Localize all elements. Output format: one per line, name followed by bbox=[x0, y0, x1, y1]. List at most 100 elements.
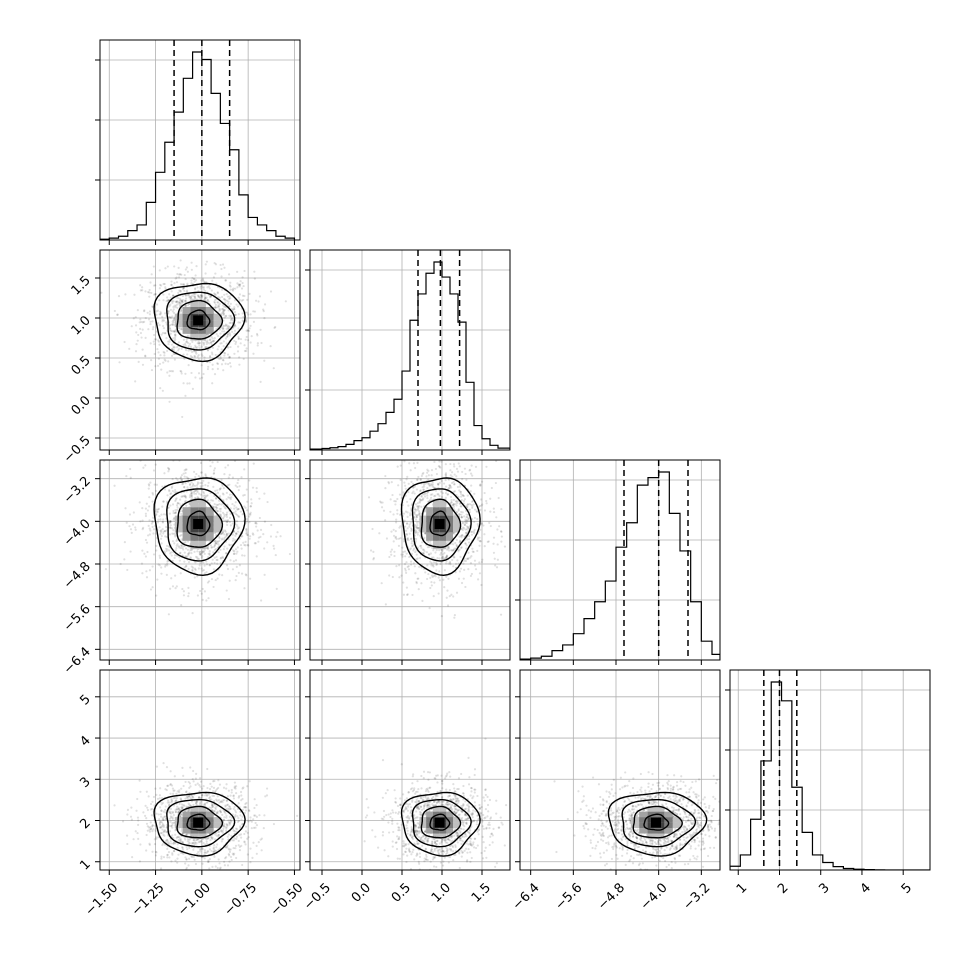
sample-point bbox=[164, 563, 167, 567]
sample-point bbox=[170, 370, 173, 373]
sample-point bbox=[206, 339, 209, 342]
sample-point bbox=[216, 503, 220, 507]
sample-point bbox=[163, 529, 167, 533]
sample-point bbox=[149, 827, 152, 830]
sample-point bbox=[226, 547, 229, 550]
sample-point bbox=[136, 831, 139, 835]
sample-point bbox=[154, 284, 157, 287]
histogram-panel-0 bbox=[95, 39, 301, 245]
sample-point bbox=[414, 525, 417, 528]
sample-point bbox=[199, 850, 202, 853]
sample-point bbox=[181, 495, 184, 498]
sample-point bbox=[182, 545, 185, 548]
sample-point bbox=[401, 555, 404, 558]
sample-point bbox=[226, 824, 229, 827]
density-bin bbox=[432, 507, 440, 516]
sample-point bbox=[417, 527, 420, 530]
sample-point bbox=[466, 503, 469, 506]
sample-point bbox=[221, 531, 225, 534]
sample-point bbox=[243, 543, 246, 547]
sample-point bbox=[195, 838, 198, 842]
sample-point bbox=[179, 309, 182, 313]
sample-point bbox=[183, 566, 186, 569]
sample-point bbox=[416, 513, 419, 517]
sample-point bbox=[203, 572, 206, 575]
sample-point bbox=[226, 534, 229, 537]
sample-point bbox=[206, 581, 210, 584]
sample-point bbox=[415, 582, 418, 585]
sample-point bbox=[207, 850, 210, 853]
sample-point bbox=[213, 810, 216, 813]
sample-point bbox=[237, 839, 240, 843]
sample-point bbox=[200, 294, 203, 297]
sample-point bbox=[205, 560, 208, 563]
sample-point bbox=[201, 793, 204, 796]
sample-point bbox=[188, 296, 191, 299]
density-bin bbox=[190, 333, 199, 341]
sample-point bbox=[442, 553, 445, 556]
sample-point bbox=[450, 501, 453, 504]
sample-point bbox=[407, 491, 410, 494]
sample-point bbox=[196, 294, 199, 297]
sample-point bbox=[149, 281, 152, 284]
sample-point bbox=[253, 814, 256, 817]
sample-point bbox=[180, 604, 183, 607]
sample-point bbox=[179, 840, 182, 844]
sample-point bbox=[125, 474, 128, 478]
sample-point bbox=[160, 542, 163, 545]
sample-point bbox=[272, 367, 275, 370]
sample-point bbox=[248, 329, 251, 333]
sample-point bbox=[222, 827, 225, 830]
sample-point bbox=[207, 415, 209, 417]
sample-point bbox=[189, 296, 192, 299]
sample-point bbox=[190, 842, 193, 845]
sample-point bbox=[182, 495, 185, 498]
sample-point bbox=[224, 519, 228, 522]
sample-point bbox=[214, 263, 218, 266]
sample-point bbox=[225, 814, 228, 817]
sample-point bbox=[227, 302, 230, 305]
sample-point bbox=[406, 527, 409, 530]
sample-point bbox=[444, 463, 447, 466]
sample-point bbox=[180, 474, 184, 477]
sample-point bbox=[187, 552, 191, 555]
sample-point bbox=[223, 298, 226, 301]
sample-point bbox=[154, 292, 157, 296]
sample-point bbox=[223, 545, 226, 548]
sample-point bbox=[158, 823, 161, 826]
sample-point bbox=[406, 537, 410, 540]
sample-point bbox=[128, 513, 132, 516]
sample-point bbox=[254, 814, 257, 817]
sample-point bbox=[430, 474, 433, 477]
sample-point bbox=[216, 558, 219, 561]
sample-point bbox=[467, 568, 470, 571]
sample-point bbox=[429, 576, 432, 579]
sample-point bbox=[211, 546, 214, 549]
sample-point bbox=[236, 525, 239, 528]
sample-point bbox=[222, 312, 225, 315]
sample-point bbox=[159, 284, 163, 287]
sample-point bbox=[215, 508, 218, 511]
sample-point bbox=[183, 299, 187, 302]
y-tick-label: −4.0 bbox=[61, 517, 94, 550]
sample-point bbox=[162, 818, 165, 821]
sample-point bbox=[223, 860, 226, 863]
sample-point bbox=[169, 782, 172, 786]
sample-point bbox=[199, 785, 202, 788]
sample-point bbox=[417, 526, 420, 530]
sample-point bbox=[172, 321, 175, 324]
sample-point bbox=[235, 828, 239, 831]
sample-point bbox=[218, 307, 221, 310]
sample-point bbox=[478, 539, 481, 542]
sample-point bbox=[241, 513, 244, 516]
sample-point bbox=[151, 825, 154, 828]
sample-point bbox=[430, 561, 433, 565]
sample-point bbox=[168, 817, 172, 820]
sample-point bbox=[444, 479, 447, 482]
sample-point bbox=[221, 484, 224, 487]
sample-point bbox=[202, 286, 206, 289]
sample-point bbox=[191, 855, 194, 859]
sample-point bbox=[237, 819, 241, 823]
sample-point bbox=[402, 550, 405, 554]
sample-point bbox=[258, 295, 262, 298]
